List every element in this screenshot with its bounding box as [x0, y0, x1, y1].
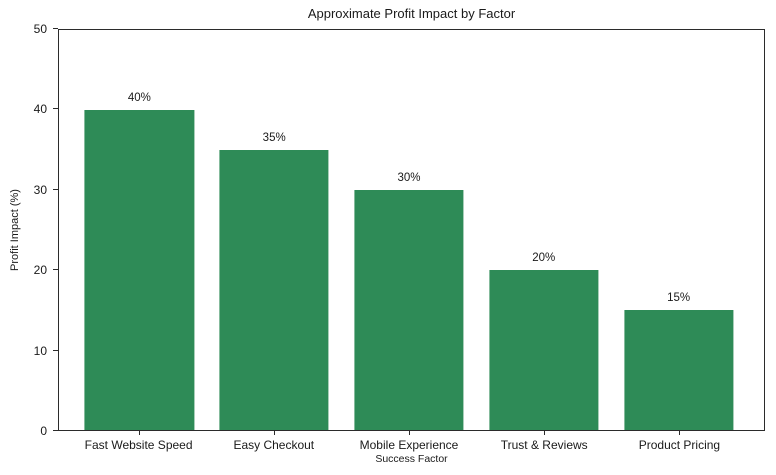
bar-value-label: 30%: [397, 172, 421, 184]
bar-slot: 35%: [207, 30, 342, 430]
y-tick-label: 40: [33, 102, 47, 117]
x-tick-mark: [409, 431, 410, 435]
y-tick-label: 30: [33, 182, 47, 197]
x-tick-label: Product Pricing: [638, 438, 721, 452]
x-slot: Fast Website Speed: [71, 431, 206, 454]
plot-area: 40% 35% 30% 20% 15%: [58, 29, 765, 431]
x-slot: Product Pricing: [612, 431, 747, 454]
x-tick-mark: [679, 431, 681, 435]
bar-slot: 30%: [342, 30, 477, 430]
x-slot: Trust & Reviews: [477, 431, 612, 454]
bars-layer: 40% 35% 30% 20% 15%: [59, 30, 764, 430]
x-tick-label: Mobile Experience: [359, 438, 459, 452]
y-tick-mark: [53, 269, 58, 271]
y-tick-mark: [53, 349, 58, 351]
y-tick-label: 20: [33, 263, 47, 278]
x-axis-title: Success Factor: [375, 453, 448, 465]
bar-value-label: 35%: [262, 132, 286, 144]
y-tick-label: 50: [33, 22, 47, 36]
bar-slot: 15%: [611, 30, 746, 430]
x-axis: Fast Website Speed Easy Checkout Mobile Ex…: [58, 431, 765, 454]
y-tick-label: 0: [40, 424, 47, 438]
x-tick-mark: [138, 431, 140, 435]
y-axis: 0 10 20 30 40 50: [0, 23, 58, 437]
bar-slot: 40%: [72, 30, 207, 430]
y-tick-mark: [53, 28, 58, 29]
x-tick-mark: [544, 431, 546, 435]
y-tick-label: 10: [33, 343, 47, 358]
y-tick-mark: [53, 108, 58, 110]
bar: [623, 310, 734, 430]
bar: [489, 270, 599, 430]
y-tick-mark: [53, 430, 58, 431]
bar: [354, 190, 464, 430]
x-tick-label: Easy Checkout: [233, 438, 315, 452]
x-slot: Mobile Experience: [341, 431, 476, 454]
bar-slot: 20%: [476, 30, 611, 430]
x-slot: Easy Checkout: [206, 431, 341, 454]
x-tick-mark: [273, 431, 275, 435]
bar: [84, 110, 194, 430]
bar: [219, 150, 329, 430]
x-tick-label: Fast Website Speed: [84, 438, 193, 452]
x-tick-label: Trust & Reviews: [500, 438, 588, 452]
bar-value-label: 15%: [667, 292, 691, 304]
bar-value-label: 20%: [532, 252, 556, 264]
y-tick-mark: [53, 188, 58, 190]
chart-title: Approximate Profit Impact by Factor: [307, 6, 516, 21]
bar-value-label: 40%: [127, 92, 151, 104]
